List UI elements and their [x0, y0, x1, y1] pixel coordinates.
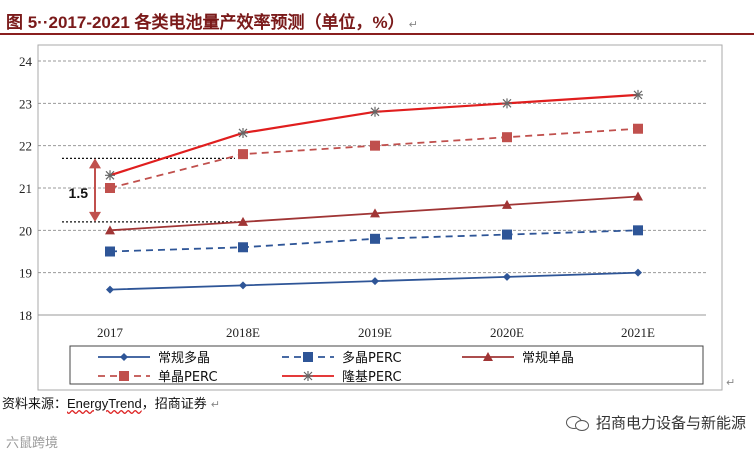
- series-2: [105, 225, 643, 257]
- legend-swatch-marker: [303, 352, 313, 362]
- y-tick-label: 23: [19, 96, 32, 111]
- data-point: [502, 229, 512, 240]
- data-point: [238, 242, 248, 253]
- data-point: [370, 208, 380, 218]
- data-point: [239, 281, 247, 290]
- data-point: [502, 199, 512, 209]
- legend-item: 隆基PERC: [282, 370, 402, 385]
- series-line: [109, 127, 639, 189]
- source-brand: EnergyTrend: [67, 396, 142, 411]
- x-tick-label: 2020E: [490, 325, 524, 340]
- data-point: [106, 285, 114, 294]
- data-point: [105, 170, 115, 181]
- y-tick-label: 20: [19, 223, 32, 238]
- annotation-arrow-head-up: [89, 158, 101, 169]
- legend-swatch-marker: [303, 371, 313, 381]
- data-point: [634, 268, 642, 277]
- data-point: [503, 272, 511, 281]
- wechat-icon: [565, 414, 590, 432]
- source-prefix: 资料来源：: [2, 396, 68, 411]
- x-tick-label: 2018E: [226, 325, 260, 340]
- figure-title: 图 5··2017-2021 各类电池量产效率预测（单位，%） ↵: [6, 8, 418, 33]
- title-underline: [0, 33, 754, 35]
- series-5: [105, 89, 643, 181]
- y-tick-label: 18: [19, 308, 32, 323]
- legend-item: 常规多晶: [98, 350, 210, 366]
- x-tick-label: 2021E: [621, 325, 655, 340]
- legend-label: 常规单晶: [522, 351, 574, 366]
- y-tick-label: 21: [19, 181, 32, 196]
- source-end-mark: ↵: [210, 399, 220, 411]
- y-tick-label: 24: [19, 54, 33, 69]
- data-point: [502, 98, 512, 109]
- legend-label: 多晶PERC: [342, 350, 402, 366]
- data-point: [370, 233, 380, 244]
- series-line: [109, 93, 639, 177]
- legend-swatch-marker: [119, 371, 129, 381]
- corner-mark: ↵: [726, 376, 736, 389]
- legend-swatch-marker: [120, 353, 128, 361]
- data-point: [502, 132, 512, 143]
- y-tick-label: 22: [19, 139, 32, 154]
- wechat-watermark: 招商电力设备与新能源: [565, 412, 746, 433]
- legend-box: [69, 345, 704, 385]
- figure-title-text: 图 5··2017-2021 各类电池量产效率预测（单位，%）: [6, 13, 405, 32]
- y-tick-labels: 18 19 20 21 22 23 24: [19, 54, 33, 323]
- annotation-group: 1.5: [62, 157, 240, 223]
- data-point: [370, 106, 380, 117]
- data-point: [633, 191, 643, 201]
- data-point: [633, 123, 643, 134]
- legend-label: 单晶PERC: [158, 370, 218, 385]
- source-suffix: ，招商证券: [141, 396, 207, 411]
- figure-title-bar: 图 5··2017-2021 各类电池量产效率预测（单位，%） ↵: [0, 6, 754, 35]
- data-point: [370, 140, 380, 151]
- wechat-account-name: 招商电力设备与新能源: [595, 414, 746, 432]
- annotation-arrow-head-down: [89, 211, 101, 222]
- data-point: [105, 183, 115, 193]
- data-point: [105, 246, 115, 257]
- data-point: [238, 216, 248, 226]
- series-4: [105, 123, 643, 193]
- data-point: [633, 225, 643, 236]
- data-point: [105, 225, 115, 235]
- left-watermark: 六鼠跨境: [6, 432, 58, 451]
- paragraph-mark: ↵: [408, 19, 418, 31]
- x-tick-label: 2017: [97, 325, 124, 340]
- x-tick-labels: 2017 2018E 2019E 2020E 2021E: [97, 325, 655, 340]
- legend-item: 单晶PERC: [98, 370, 218, 385]
- series-3: [105, 191, 643, 235]
- legend-item: 多晶PERC: [282, 350, 402, 366]
- grid-lines: [38, 60, 706, 316]
- data-point: [238, 149, 248, 160]
- data-point: [371, 277, 379, 286]
- x-tick-label: 2019E: [358, 325, 392, 340]
- annotation-label: 1.5: [69, 185, 89, 201]
- series-1: [106, 268, 642, 294]
- series-group: [105, 89, 643, 294]
- left-watermark-text: 六鼠跨境: [6, 436, 59, 451]
- source-line: 资料来源：EnergyTrend，招商证券 ↵: [2, 393, 220, 412]
- data-point: [238, 127, 248, 138]
- legend-label: 常规多晶: [158, 350, 210, 366]
- legend-swatch-marker: [483, 352, 493, 361]
- chart-frame: [37, 44, 723, 391]
- legend-label: 隆基PERC: [342, 370, 402, 385]
- y-tick-label: 19: [19, 266, 32, 281]
- data-point: [633, 89, 643, 100]
- legend-item: 常规单晶: [462, 351, 574, 366]
